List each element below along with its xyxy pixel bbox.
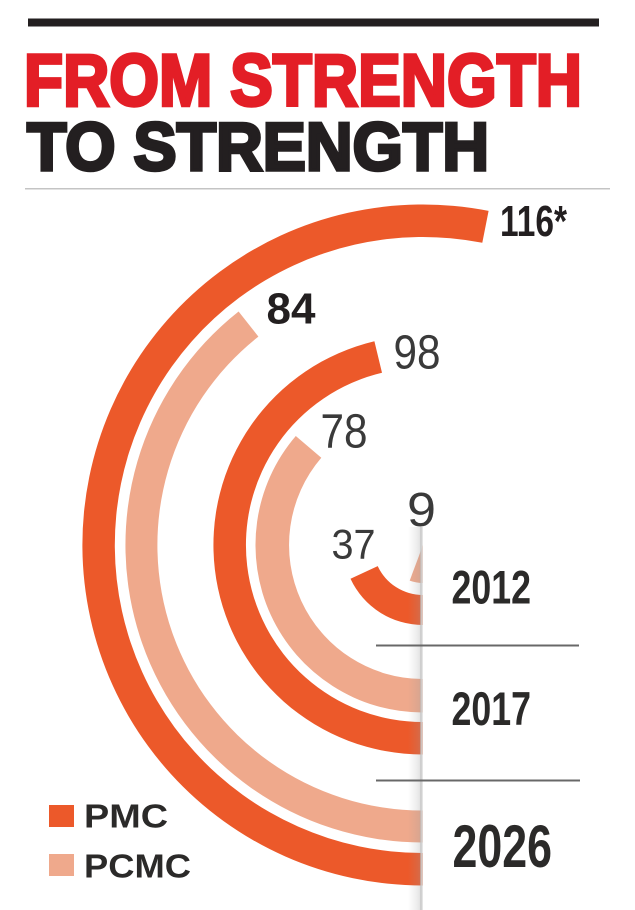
svg-text:PCMC: PCMC xyxy=(84,848,191,885)
svg-text:116*: 116* xyxy=(500,197,568,246)
svg-text:9: 9 xyxy=(407,484,436,537)
svg-text:84: 84 xyxy=(267,285,317,334)
svg-text:FROM STRENGTH: FROM STRENGTH xyxy=(24,40,582,121)
svg-text:2017: 2017 xyxy=(452,682,532,735)
svg-text:PMC: PMC xyxy=(84,798,168,835)
svg-text:TO STRENGTH: TO STRENGTH xyxy=(27,109,489,185)
svg-text:2026: 2026 xyxy=(453,813,553,880)
svg-text:2012: 2012 xyxy=(452,561,532,614)
svg-text:78: 78 xyxy=(321,406,368,459)
svg-text:37: 37 xyxy=(332,521,376,568)
svg-text:98: 98 xyxy=(394,327,441,380)
